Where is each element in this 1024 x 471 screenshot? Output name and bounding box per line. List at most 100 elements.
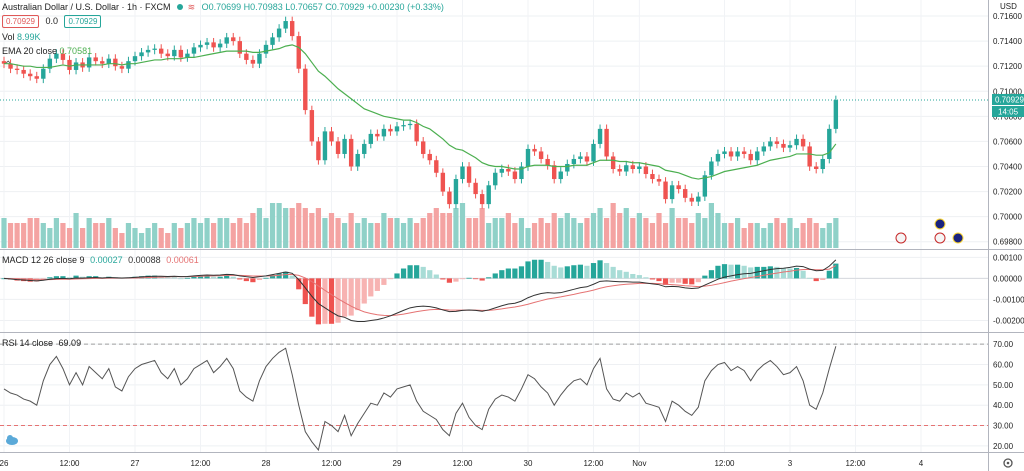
candle (473, 182, 478, 195)
candle (263, 44, 269, 54)
candle (558, 171, 563, 180)
candle (434, 160, 439, 173)
candle (8, 63, 13, 69)
volume-bar (466, 218, 472, 248)
time-tick-label: 12:00 (59, 459, 80, 468)
macd-histogram-bar (145, 275, 151, 279)
volume-bar (328, 213, 335, 248)
volume-bar (695, 213, 701, 248)
macd-histogram-bar (676, 278, 682, 283)
macd-histogram-bar (217, 276, 223, 279)
macd-histogram-bar (584, 265, 590, 279)
candles[interactable] (1, 16, 839, 209)
candle (86, 57, 92, 68)
macd-histogram-bar (708, 270, 714, 279)
volume-bar (152, 223, 158, 248)
volume-bar (60, 223, 66, 248)
rsi-legend[interactable]: RSI 14 close 69.09 (2, 338, 81, 348)
sell-price-button[interactable]: 0.70929 (2, 15, 39, 28)
candle (565, 163, 570, 172)
volume-bar (590, 213, 597, 248)
candle (768, 141, 773, 147)
candle (650, 174, 655, 180)
candle (401, 125, 406, 127)
candle (532, 148, 537, 152)
time-tick-label: 12:00 (190, 459, 211, 468)
candle (519, 166, 524, 180)
macd-histogram-bar (512, 268, 518, 279)
signal-value: 0.00061 (166, 255, 199, 265)
macd-histogram-bar (374, 278, 380, 291)
macd-histogram-bar (243, 278, 249, 282)
price-tick-label: 0.71000 (993, 87, 1022, 96)
macd-histogram-bar (224, 275, 230, 279)
settings-icon[interactable] (1003, 458, 1013, 468)
price-tick-label: 0.70400 (993, 162, 1022, 171)
volume-bar (374, 223, 380, 248)
macd-legend[interactable]: MACD 12 26 close 9 0.00027 0.00088 0.000… (2, 255, 199, 265)
volume-bar (446, 213, 452, 248)
macd-histogram-bar (342, 278, 348, 317)
macd-histogram-bar (407, 265, 413, 279)
rsi-value: 69.09 (58, 338, 82, 348)
macd-histogram-bar (807, 277, 813, 279)
candle (479, 194, 485, 205)
flag-us-icon (895, 232, 907, 244)
time-tick-label: 27 (131, 459, 140, 468)
candle (741, 151, 747, 154)
macd-value: 0.00027 (90, 255, 123, 265)
volume-legend[interactable]: Vol 8.99K (2, 32, 41, 42)
cloud-icon[interactable] (6, 435, 18, 445)
macd-histogram-bar (283, 271, 289, 279)
candle (683, 189, 688, 198)
candle (604, 128, 609, 157)
buy-price-button[interactable]: 0.70929 (64, 15, 102, 28)
market-open-dot (177, 4, 184, 10)
volume-bar (53, 218, 59, 248)
volume-bar (721, 223, 728, 248)
macd-histogram-bar (682, 278, 688, 284)
ema-legend[interactable]: EMA 20 close 0.70581 (2, 46, 92, 56)
volume-bar (283, 208, 289, 248)
macd-tick-label: -0.00200 (993, 316, 1024, 325)
candle (407, 123, 413, 126)
macd-histogram-bar (296, 278, 302, 290)
time-tick-label: 26 (0, 459, 9, 468)
macd-histogram-bar (538, 259, 544, 279)
collapse-legend-icon[interactable]: ⌃ (4, 60, 13, 71)
volume-bar (387, 218, 394, 248)
chart-pattern-icon[interactable]: ≋ (187, 2, 196, 12)
event-icons[interactable] (895, 218, 964, 244)
flag-au-icon (934, 218, 946, 230)
macd-histogram-bar (702, 275, 708, 279)
price-axis[interactable]: 0.716000.714000.712000.710000.708000.706… (993, 12, 1024, 451)
macd-histogram-bar (420, 266, 426, 279)
macd-histogram-bar (689, 278, 695, 285)
candle (807, 146, 812, 167)
candle (217, 43, 223, 48)
macd-histogram-bar (590, 263, 597, 279)
candle (185, 53, 190, 58)
candle (774, 141, 780, 144)
time-tick-label: 28 (262, 459, 271, 468)
candle (322, 131, 328, 161)
candle (191, 47, 197, 54)
candle (610, 156, 616, 170)
macd-histogram-bar (525, 261, 531, 279)
volume-bar (211, 223, 217, 248)
volume-bar (184, 223, 190, 248)
macd-histogram-bar (269, 275, 276, 279)
volume-bar (348, 213, 354, 248)
volume-bar (584, 218, 590, 248)
volume-bar (86, 218, 92, 248)
macd-histogram-bar (486, 277, 492, 279)
candle (781, 143, 786, 148)
macd-signal-line (3, 265, 837, 317)
candle (283, 21, 288, 29)
time-axis[interactable]: 26 12:00 27 12:00 28 12:00 29 12:00 30 12:00 Nov 12… (0, 459, 924, 468)
symbol-title[interactable]: Australian Dollar / U.S. Dollar · 1h · F… (2, 2, 171, 12)
price-tick-label: 0.70200 (993, 188, 1022, 197)
volume-bar (820, 228, 826, 248)
candle (617, 169, 622, 172)
